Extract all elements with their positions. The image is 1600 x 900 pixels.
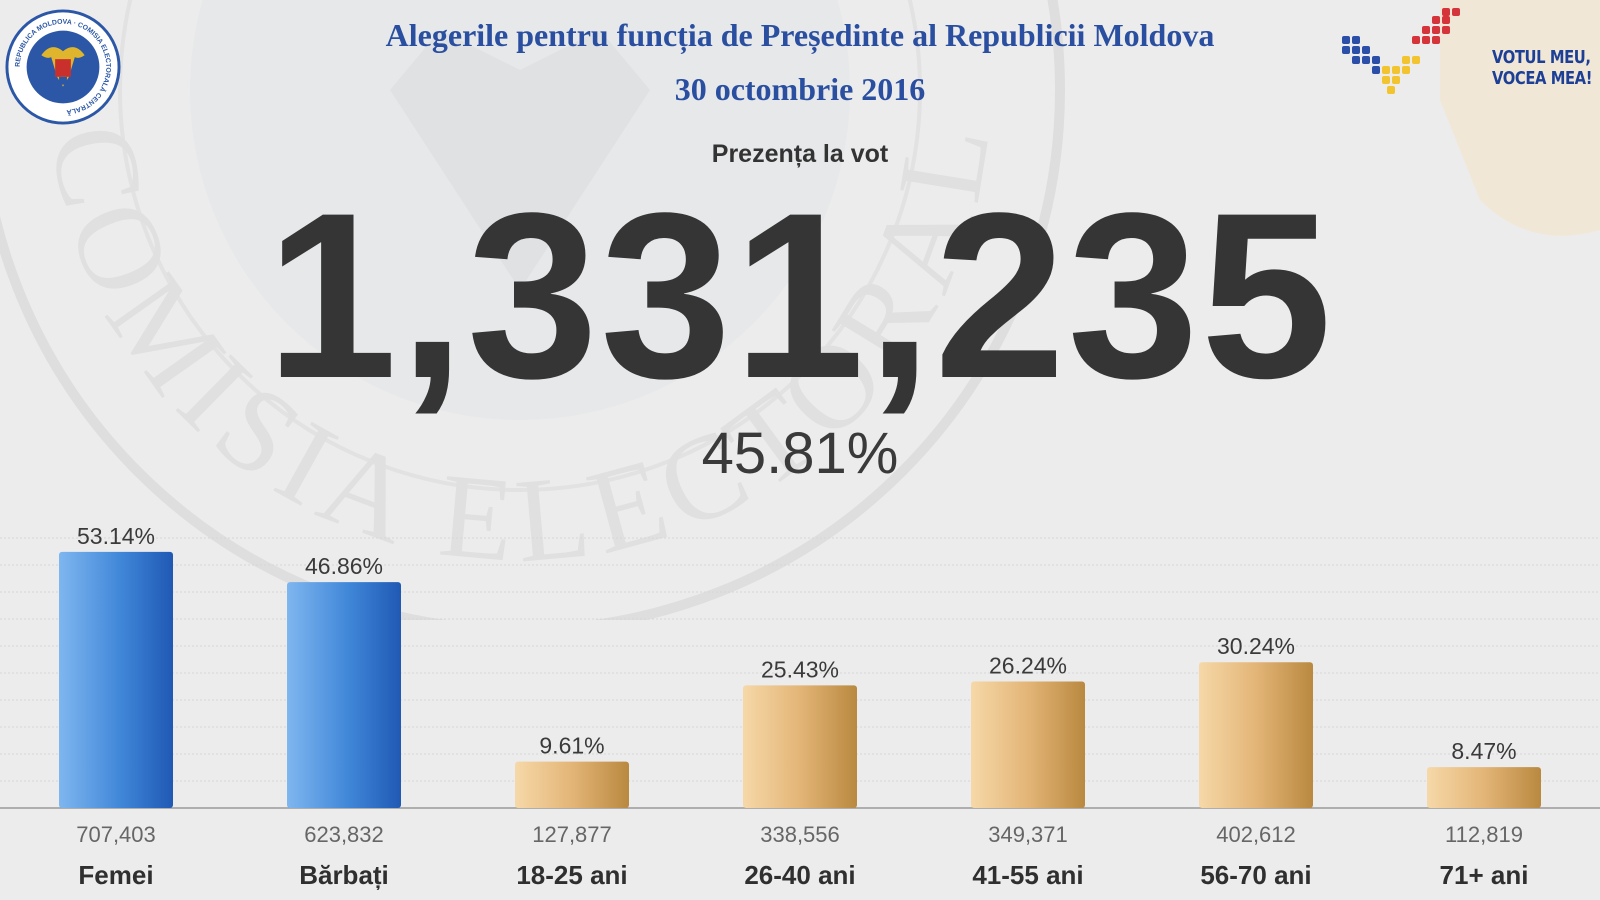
bar-value-label: 26.24% [989, 653, 1067, 679]
bar-count-label: 112,819 [1445, 822, 1523, 847]
bar-71-ani [1427, 767, 1541, 808]
votul-meu-logo: VOTUL MEU, VOCEA MEA! [1330, 0, 1600, 250]
bar-count-label: 338,556 [760, 822, 840, 847]
bar-value-label: 8.47% [1451, 738, 1516, 764]
election-date: 30 octombrie 2016 [674, 71, 926, 107]
bar-41-55-ani [971, 681, 1085, 808]
turnout-percent: 45.81% [701, 421, 899, 486]
bar-femei [59, 551, 173, 808]
category-label: 26-40 ani [744, 860, 855, 890]
bar-18-25-ani [515, 761, 629, 808]
bar-count-label: 127,877 [532, 822, 612, 847]
brand-slogan: VOTUL MEU, VOCEA MEA! [1492, 47, 1592, 89]
bar-value-label: 30.24% [1217, 633, 1295, 659]
category-label: 56-70 ani [1200, 860, 1311, 890]
category-label: 18-25 ani [516, 860, 627, 890]
bar-value-label: 9.61% [539, 733, 604, 759]
turnout-label: Prezența la vot [711, 140, 889, 168]
turnout-total: 1,331,235 [266, 164, 1334, 428]
flag-graphic [1342, 0, 1600, 236]
chart-labels: 53.14% 707,403 Femei 46.86% 623,832 Bărbați 9.… [76, 523, 1528, 890]
bar-26-40-ani [743, 685, 857, 808]
bar-count-label: 349,371 [988, 822, 1068, 847]
bar-value-label: 46.86% [305, 553, 383, 579]
category-label: 71+ ani [1440, 860, 1529, 890]
category-label: Femei [78, 860, 153, 890]
bar-56-70-ani [1199, 662, 1313, 808]
category-label: 41-55 ani [972, 860, 1083, 890]
cec-seal-logo: REPUBLICA MOLDOVA · COMISIA ELECTORALĂ C… [5, 9, 121, 125]
page-title: Alegerile pentru funcția de Președinte a… [385, 17, 1215, 53]
chart-bars [59, 551, 1541, 808]
bar-count-label: 707,403 [76, 822, 156, 847]
brand-line-1: VOTUL MEU, [1492, 47, 1591, 68]
bar-b-rba-i [287, 582, 401, 808]
brand-line-2: VOCEA MEA! [1492, 68, 1593, 89]
category-label: Bărbați [299, 860, 389, 890]
bar-count-label: 623,832 [304, 822, 384, 847]
bar-count-label: 402,612 [1216, 822, 1296, 847]
bar-value-label: 25.43% [761, 656, 839, 682]
bar-value-label: 53.14% [77, 523, 155, 549]
